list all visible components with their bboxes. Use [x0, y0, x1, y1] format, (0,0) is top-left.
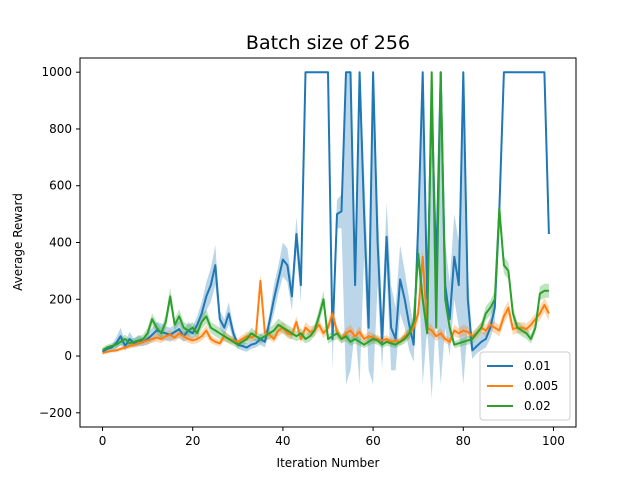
series-lines [101, 71, 550, 355]
x-tick-label: 40 [275, 434, 290, 448]
legend-label-2: 0.02 [524, 399, 551, 413]
y-tick-label: 1000 [41, 65, 72, 79]
y-tick-label: 800 [49, 122, 72, 136]
legend-box [479, 351, 571, 421]
x-tick-label: 20 [185, 434, 200, 448]
x-tick-label: 0 [99, 434, 107, 448]
chart-title: Batch size of 256 [246, 32, 410, 54]
x-tick-label: 60 [365, 434, 380, 448]
y-tick-label: 0 [64, 349, 72, 363]
y-tick-label: −200 [39, 406, 72, 420]
y-tick-label: 200 [49, 292, 72, 306]
y-axis-ticks: −200 0 200 400 600 800 1000 [39, 65, 80, 420]
legend: 0.01 0.005 0.02 [479, 351, 571, 421]
y-tick-label: 400 [49, 236, 72, 250]
legend-label-0: 0.01 [524, 359, 551, 373]
y-tick-label: 600 [49, 179, 72, 193]
series-line-2 [101, 71, 549, 352]
x-axis-label: Iteration Number [277, 456, 380, 470]
x-tick-label: 100 [542, 434, 565, 448]
x-tick-label: 80 [456, 434, 471, 448]
legend-label-1: 0.005 [524, 379, 558, 393]
y-axis-label: Average Reward [11, 193, 25, 291]
series-line-0 [101, 71, 550, 353]
series-band-1 [102, 248, 549, 355]
x-axis-ticks: 0 20 40 60 80 100 [99, 427, 565, 448]
